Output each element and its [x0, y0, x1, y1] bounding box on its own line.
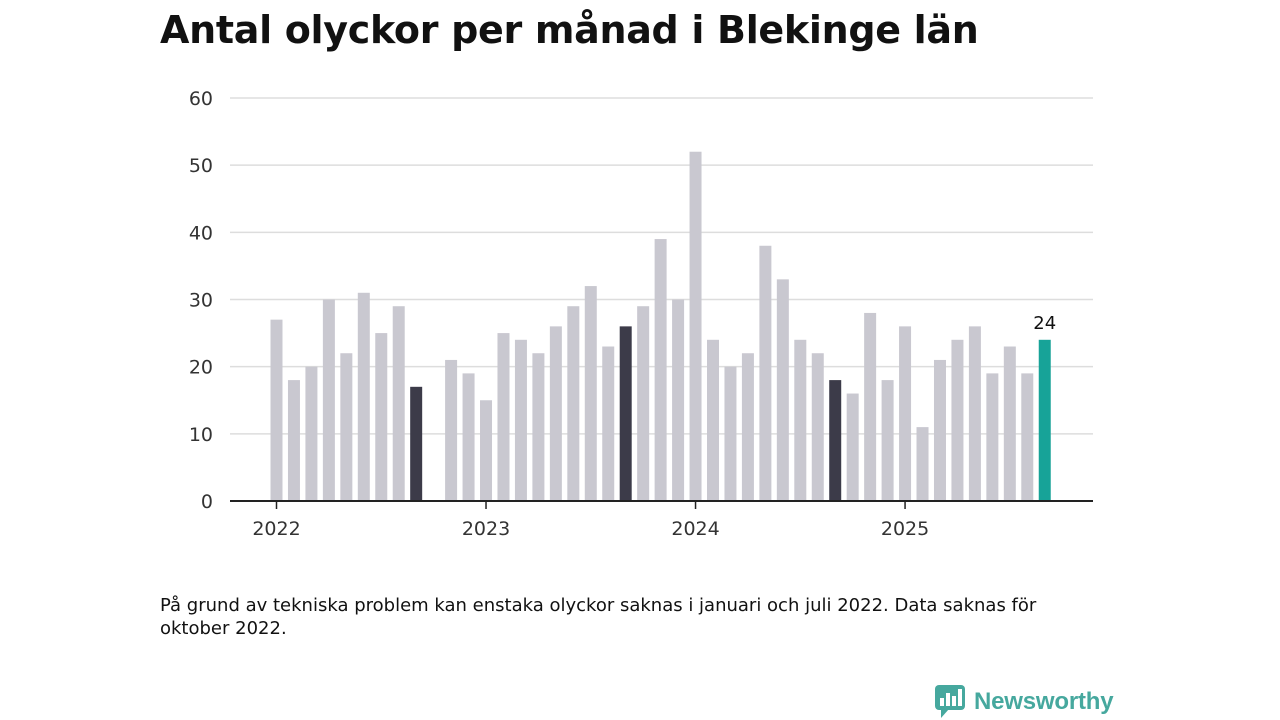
data-label-latest: 24 [1033, 313, 1056, 334]
chart-speech-bubble-icon [935, 685, 965, 718]
x-tick-label: 2024 [671, 518, 719, 540]
bar-2024-11 [864, 312, 877, 501]
bar-2023-03 [514, 339, 527, 501]
bar-2023-09 [619, 326, 632, 501]
bar-2022-08 [392, 306, 405, 501]
brand-name: Newsworthy [974, 688, 1114, 715]
bar-2023-12 [672, 299, 685, 501]
bar-2022-03 [305, 366, 318, 501]
bar-2024-01 [689, 151, 702, 501]
bar-2022-09 [410, 386, 423, 501]
bar-2025-02 [916, 427, 929, 501]
bar-2023-11 [654, 239, 667, 502]
y-tick-label: 50 [189, 155, 213, 177]
bar-2023-06 [567, 306, 580, 501]
bar-chart: 0 10 20 30 40 50 60 2022 2023 2024 2025 24 [189, 88, 1093, 540]
bar-2022-12 [462, 373, 475, 501]
bar-2025-09 [1038, 339, 1051, 501]
x-tick-label: 2022 [252, 518, 300, 540]
bar-2022-04 [322, 299, 335, 501]
x-tick-label: 2023 [462, 518, 510, 540]
bar-2022-07 [375, 333, 388, 501]
x-axis-ticks: 2022 2023 2024 2025 [252, 501, 929, 540]
bar-2025-04 [951, 339, 964, 501]
bar-2024-09 [829, 380, 842, 501]
data-labels: 24 [1033, 313, 1056, 334]
y-tick-label: 40 [189, 222, 213, 244]
bar-2022-05 [340, 353, 353, 501]
bar-2024-10 [846, 393, 859, 501]
bar-2025-06 [986, 373, 999, 501]
bar-2022-06 [357, 292, 370, 501]
bar-2024-02 [707, 339, 719, 501]
y-tick-label: 60 [189, 88, 213, 110]
chart-title: Antal olyckor per månad i Blekinge län [160, 8, 979, 52]
bar-2024-07 [794, 339, 807, 501]
bar-2023-08 [602, 346, 615, 501]
bar-2024-05 [759, 245, 772, 501]
bar-2025-08 [1021, 373, 1034, 501]
bars [270, 151, 1051, 502]
bar-2025-03 [933, 359, 946, 501]
bar-2023-07 [584, 286, 597, 501]
bar-2024-12 [881, 380, 894, 501]
bar-2024-03 [724, 366, 737, 501]
bar-2024-06 [776, 279, 789, 501]
newsworthy-logo: Newsworthy [934, 684, 1114, 720]
bar-2022-02 [287, 380, 300, 501]
bar-2023-01 [480, 400, 493, 501]
y-tick-label: 30 [189, 290, 213, 312]
y-tick-label: 10 [189, 424, 213, 446]
bar-2023-05 [549, 326, 562, 501]
bar-2025-07 [1003, 346, 1016, 501]
bar-2025-01 [899, 326, 912, 501]
bar-2023-10 [637, 306, 650, 501]
y-axis-ticks: 0 10 20 30 40 50 60 [189, 88, 213, 513]
bar-2023-02 [497, 333, 510, 501]
bar-2024-08 [811, 353, 824, 501]
footnote: På grund av tekniska problem kan enstaka… [160, 595, 1037, 639]
bar-2024-04 [741, 353, 754, 501]
y-tick-label: 0 [201, 491, 213, 513]
bar-2022-01 [270, 319, 283, 501]
x-tick-label: 2025 [881, 518, 929, 540]
y-tick-label: 20 [189, 357, 213, 379]
bar-2025-05 [968, 326, 981, 501]
bar-2022-11 [445, 359, 458, 501]
bar-2023-04 [532, 353, 545, 501]
